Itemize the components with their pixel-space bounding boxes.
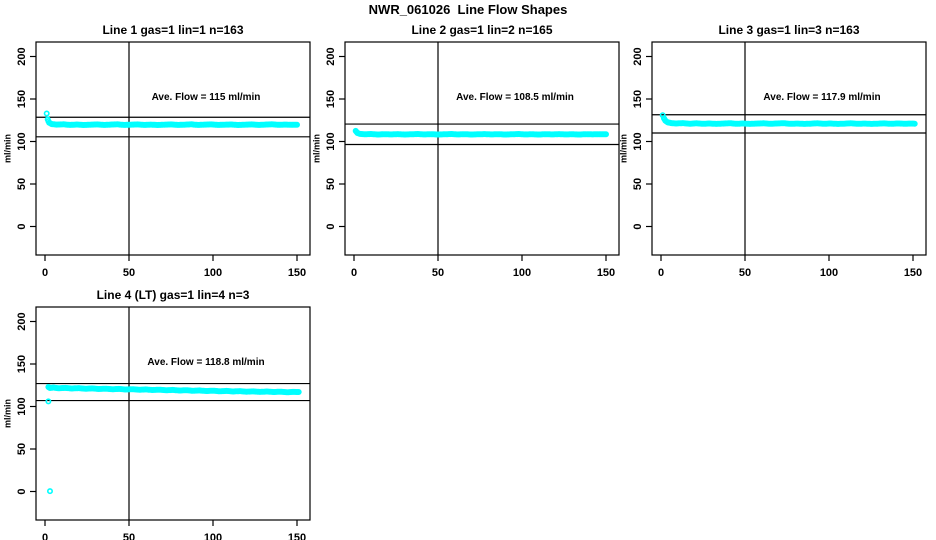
x-tick-label: 0 bbox=[351, 267, 357, 279]
panel-line-2: 0 50 100 150 0 50 100 150 200 ml/min Line 2 gas=1 … bbox=[311, 23, 620, 279]
panel-line-1: 0 50 100 150 0 50 100 150 200 ml/min Line 1 gas=1 … bbox=[2, 23, 311, 279]
x-tick-label: 150 bbox=[288, 267, 306, 279]
x-tick-label: 0 bbox=[42, 267, 48, 279]
panel-line-3: 0 50 100 150 0 50 100 150 200 ml/min Line 3 gas=1 … bbox=[618, 23, 927, 279]
y-tick-label: 0 bbox=[632, 223, 644, 229]
ave-flow-annotation: Ave. Flow = 115 ml/min bbox=[152, 92, 261, 103]
panel-title: Line 1 gas=1 lin=1 n=163 bbox=[102, 23, 243, 37]
panel-title: Line 4 (LT) gas=1 lin=4 n=3 bbox=[97, 288, 250, 302]
panel-line-4: 0 50 100 150 0 50 100 150 200 ml/min Line 4 (LT) g… bbox=[2, 288, 311, 540]
plot-box bbox=[651, 41, 927, 256]
data-point bbox=[602, 131, 609, 138]
y-axis-label: ml/min bbox=[2, 399, 12, 428]
x-tick-label: 100 bbox=[820, 267, 838, 279]
y-axis-label: ml/min bbox=[618, 134, 628, 163]
data-point bbox=[45, 398, 52, 405]
y-tick-label: 0 bbox=[325, 223, 337, 229]
data-point bbox=[295, 389, 302, 396]
data-point bbox=[293, 121, 300, 128]
x-tick-label: 50 bbox=[123, 267, 135, 279]
panel-title: Line 3 gas=1 lin=3 n=163 bbox=[718, 23, 859, 37]
x-tick-label: 50 bbox=[739, 267, 751, 279]
y-axis-label: ml/min bbox=[311, 134, 321, 163]
y-tick-label: 0 bbox=[16, 223, 28, 229]
y-tick-label: 150 bbox=[325, 90, 337, 108]
data-series bbox=[43, 110, 300, 129]
data-series bbox=[659, 112, 918, 127]
y-tick-label: 50 bbox=[325, 178, 337, 190]
y-tick-label: 50 bbox=[16, 178, 28, 190]
plot-box bbox=[344, 41, 620, 256]
ave-flow-annotation: Ave. Flow = 108.5 ml/min bbox=[456, 92, 574, 103]
x-tick-label: 50 bbox=[432, 267, 444, 279]
data-point bbox=[911, 120, 918, 127]
y-tick-label: 150 bbox=[16, 355, 28, 373]
x-tick-label: 0 bbox=[658, 267, 664, 279]
y-tick-label: 50 bbox=[16, 443, 28, 455]
ave-flow-annotation: Ave. Flow = 117.9 ml/min bbox=[763, 92, 880, 103]
y-tick-label: 150 bbox=[16, 90, 28, 108]
x-tick-label: 0 bbox=[42, 532, 48, 540]
main-title: NWR_061026 Line Flow Shapes bbox=[368, 2, 568, 17]
x-tick-label: 150 bbox=[904, 267, 922, 279]
y-tick-label: 200 bbox=[325, 47, 337, 65]
y-tick-label: 200 bbox=[16, 47, 28, 65]
data-point bbox=[43, 110, 50, 117]
y-tick-label: 50 bbox=[632, 178, 644, 190]
data-series bbox=[45, 384, 302, 495]
y-tick-label: 0 bbox=[16, 488, 28, 494]
y-tick-label: 200 bbox=[632, 47, 644, 65]
x-tick-label: 150 bbox=[597, 267, 615, 279]
ave-flow-annotation: Ave. Flow = 118.8 ml/min bbox=[147, 357, 264, 368]
plot-box bbox=[35, 41, 311, 256]
x-tick-label: 100 bbox=[513, 267, 531, 279]
plot-box bbox=[35, 306, 311, 521]
data-series bbox=[352, 127, 609, 138]
y-tick-label: 100 bbox=[325, 132, 337, 150]
y-tick-label: 100 bbox=[16, 132, 28, 150]
x-tick-label: 100 bbox=[204, 532, 222, 540]
data-point bbox=[46, 488, 53, 495]
y-tick-label: 100 bbox=[16, 397, 28, 415]
x-tick-label: 150 bbox=[288, 532, 306, 540]
y-tick-label: 150 bbox=[632, 90, 644, 108]
x-tick-label: 100 bbox=[204, 267, 222, 279]
x-tick-label: 50 bbox=[123, 532, 135, 540]
y-axis-label: ml/min bbox=[2, 134, 12, 163]
y-tick-label: 100 bbox=[632, 132, 644, 150]
panel-title: Line 2 gas=1 lin=2 n=165 bbox=[411, 23, 552, 37]
y-tick-label: 200 bbox=[16, 312, 28, 330]
